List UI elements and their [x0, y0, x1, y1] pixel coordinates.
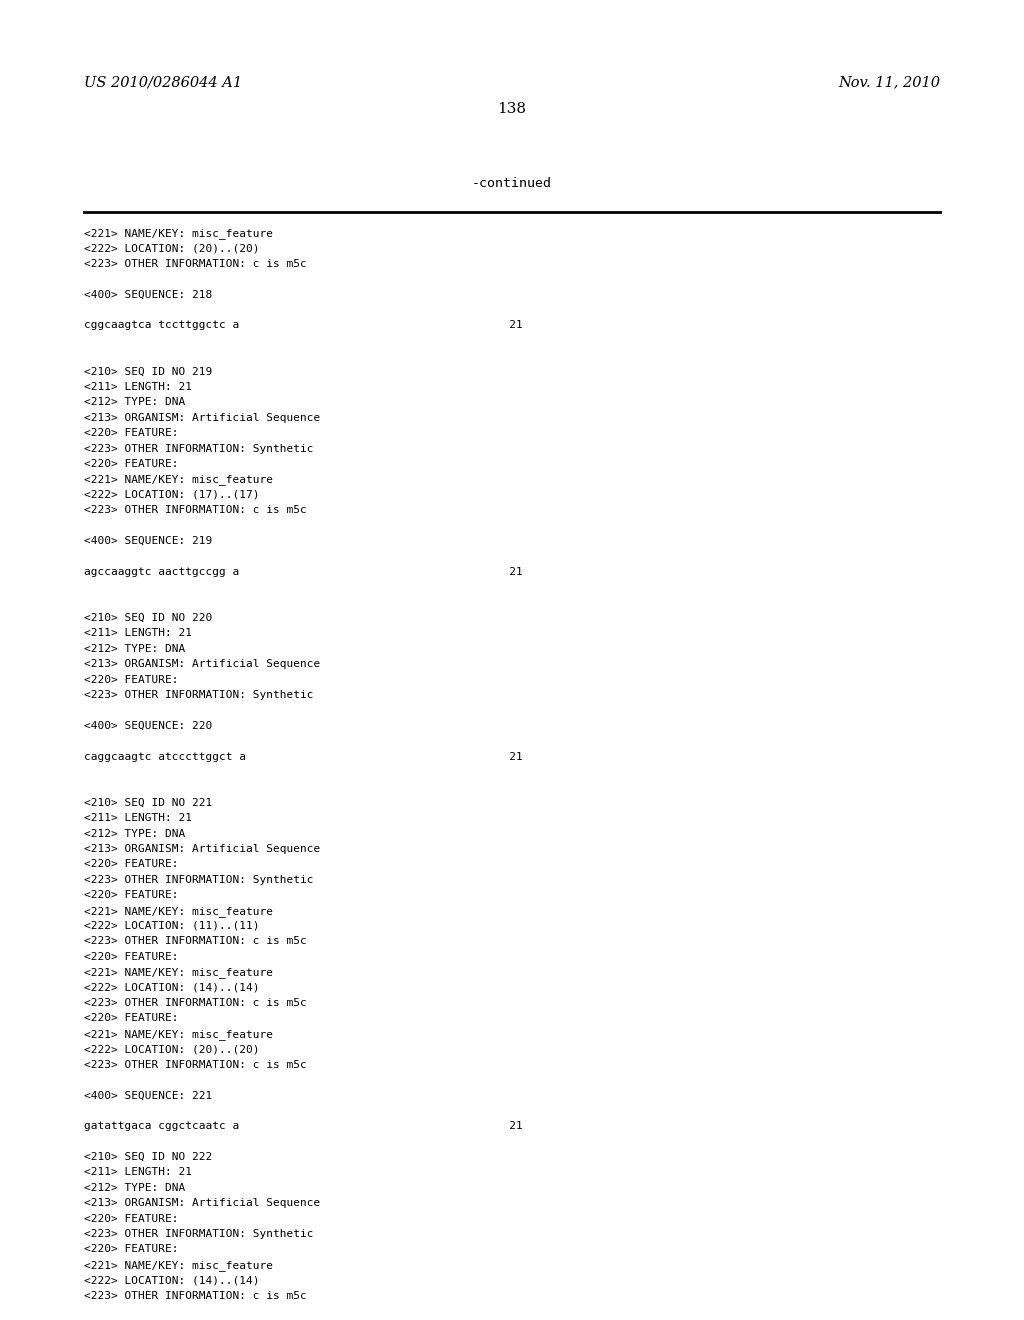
Text: <222> LOCATION: (14)..(14): <222> LOCATION: (14)..(14) [84, 1275, 259, 1286]
Text: <222> LOCATION: (17)..(17): <222> LOCATION: (17)..(17) [84, 490, 259, 500]
Text: <400> SEQUENCE: 219: <400> SEQUENCE: 219 [84, 536, 212, 546]
Text: <222> LOCATION: (14)..(14): <222> LOCATION: (14)..(14) [84, 982, 259, 993]
Text: <221> NAME/KEY: misc_feature: <221> NAME/KEY: misc_feature [84, 1259, 273, 1271]
Text: <223> OTHER INFORMATION: c is m5c: <223> OTHER INFORMATION: c is m5c [84, 506, 307, 515]
Text: <210> SEQ ID NO 222: <210> SEQ ID NO 222 [84, 1152, 212, 1162]
Text: Nov. 11, 2010: Nov. 11, 2010 [838, 75, 940, 88]
Text: <223> OTHER INFORMATION: Synthetic: <223> OTHER INFORMATION: Synthetic [84, 444, 313, 454]
Text: <220> FEATURE:: <220> FEATURE: [84, 428, 178, 438]
Text: <223> OTHER INFORMATION: Synthetic: <223> OTHER INFORMATION: Synthetic [84, 1229, 313, 1239]
Text: <213> ORGANISM: Artificial Sequence: <213> ORGANISM: Artificial Sequence [84, 843, 321, 854]
Text: <210> SEQ ID NO 220: <210> SEQ ID NO 220 [84, 612, 212, 623]
Text: <220> FEATURE:: <220> FEATURE: [84, 1245, 178, 1254]
Text: <212> TYPE: DNA: <212> TYPE: DNA [84, 397, 185, 408]
Text: <210> SEQ ID NO 221: <210> SEQ ID NO 221 [84, 797, 212, 808]
Text: <223> OTHER INFORMATION: c is m5c: <223> OTHER INFORMATION: c is m5c [84, 259, 307, 269]
Text: gatattgaca cggctcaatc a                                        21: gatattgaca cggctcaatc a 21 [84, 1121, 522, 1131]
Text: <221> NAME/KEY: misc_feature: <221> NAME/KEY: misc_feature [84, 906, 273, 916]
Text: <213> ORGANISM: Artificial Sequence: <213> ORGANISM: Artificial Sequence [84, 1199, 321, 1208]
Text: <212> TYPE: DNA: <212> TYPE: DNA [84, 829, 185, 838]
Text: <400> SEQUENCE: 221: <400> SEQUENCE: 221 [84, 1090, 212, 1101]
Text: <222> LOCATION: (20)..(20): <222> LOCATION: (20)..(20) [84, 1044, 259, 1055]
Text: cggcaagtca tccttggctc a                                        21: cggcaagtca tccttggctc a 21 [84, 321, 522, 330]
Text: <222> LOCATION: (11)..(11): <222> LOCATION: (11)..(11) [84, 921, 259, 931]
Text: 138: 138 [498, 102, 526, 116]
Text: <223> OTHER INFORMATION: c is m5c: <223> OTHER INFORMATION: c is m5c [84, 998, 307, 1008]
Text: <223> OTHER INFORMATION: c is m5c: <223> OTHER INFORMATION: c is m5c [84, 1291, 307, 1300]
Text: <400> SEQUENCE: 218: <400> SEQUENCE: 218 [84, 289, 212, 300]
Text: <223> OTHER INFORMATION: c is m5c: <223> OTHER INFORMATION: c is m5c [84, 936, 307, 946]
Text: <222> LOCATION: (20)..(20): <222> LOCATION: (20)..(20) [84, 243, 259, 253]
Text: <211> LENGTH: 21: <211> LENGTH: 21 [84, 813, 193, 824]
Text: <212> TYPE: DNA: <212> TYPE: DNA [84, 1183, 185, 1193]
Text: <213> ORGANISM: Artificial Sequence: <213> ORGANISM: Artificial Sequence [84, 659, 321, 669]
Text: <220> FEATURE:: <220> FEATURE: [84, 952, 178, 962]
Text: <210> SEQ ID NO 219: <210> SEQ ID NO 219 [84, 367, 212, 376]
Text: <400> SEQUENCE: 220: <400> SEQUENCE: 220 [84, 721, 212, 731]
Text: caggcaagtc atcccttggct a                                       21: caggcaagtc atcccttggct a 21 [84, 751, 522, 762]
Text: <213> ORGANISM: Artificial Sequence: <213> ORGANISM: Artificial Sequence [84, 413, 321, 422]
Text: <223> OTHER INFORMATION: Synthetic: <223> OTHER INFORMATION: Synthetic [84, 690, 313, 700]
Text: <221> NAME/KEY: misc_feature: <221> NAME/KEY: misc_feature [84, 1028, 273, 1040]
Text: -continued: -continued [472, 177, 552, 190]
Text: US 2010/0286044 A1: US 2010/0286044 A1 [84, 75, 242, 88]
Text: <221> NAME/KEY: misc_feature: <221> NAME/KEY: misc_feature [84, 228, 273, 239]
Text: <223> OTHER INFORMATION: Synthetic: <223> OTHER INFORMATION: Synthetic [84, 875, 313, 884]
Text: <220> FEATURE:: <220> FEATURE: [84, 675, 178, 685]
Text: <220> FEATURE:: <220> FEATURE: [84, 459, 178, 469]
Text: <223> OTHER INFORMATION: c is m5c: <223> OTHER INFORMATION: c is m5c [84, 1060, 307, 1069]
Text: <220> FEATURE:: <220> FEATURE: [84, 1014, 178, 1023]
Text: <220> FEATURE:: <220> FEATURE: [84, 859, 178, 870]
Text: <221> NAME/KEY: misc_feature: <221> NAME/KEY: misc_feature [84, 474, 273, 486]
Text: agccaaggtc aacttgccgg a                                        21: agccaaggtc aacttgccgg a 21 [84, 566, 522, 577]
Text: <212> TYPE: DNA: <212> TYPE: DNA [84, 644, 185, 653]
Text: <220> FEATURE:: <220> FEATURE: [84, 890, 178, 900]
Text: <211> LENGTH: 21: <211> LENGTH: 21 [84, 1167, 193, 1177]
Text: <211> LENGTH: 21: <211> LENGTH: 21 [84, 381, 193, 392]
Text: <211> LENGTH: 21: <211> LENGTH: 21 [84, 628, 193, 639]
Text: <221> NAME/KEY: misc_feature: <221> NAME/KEY: misc_feature [84, 968, 273, 978]
Text: <220> FEATURE:: <220> FEATURE: [84, 1213, 178, 1224]
